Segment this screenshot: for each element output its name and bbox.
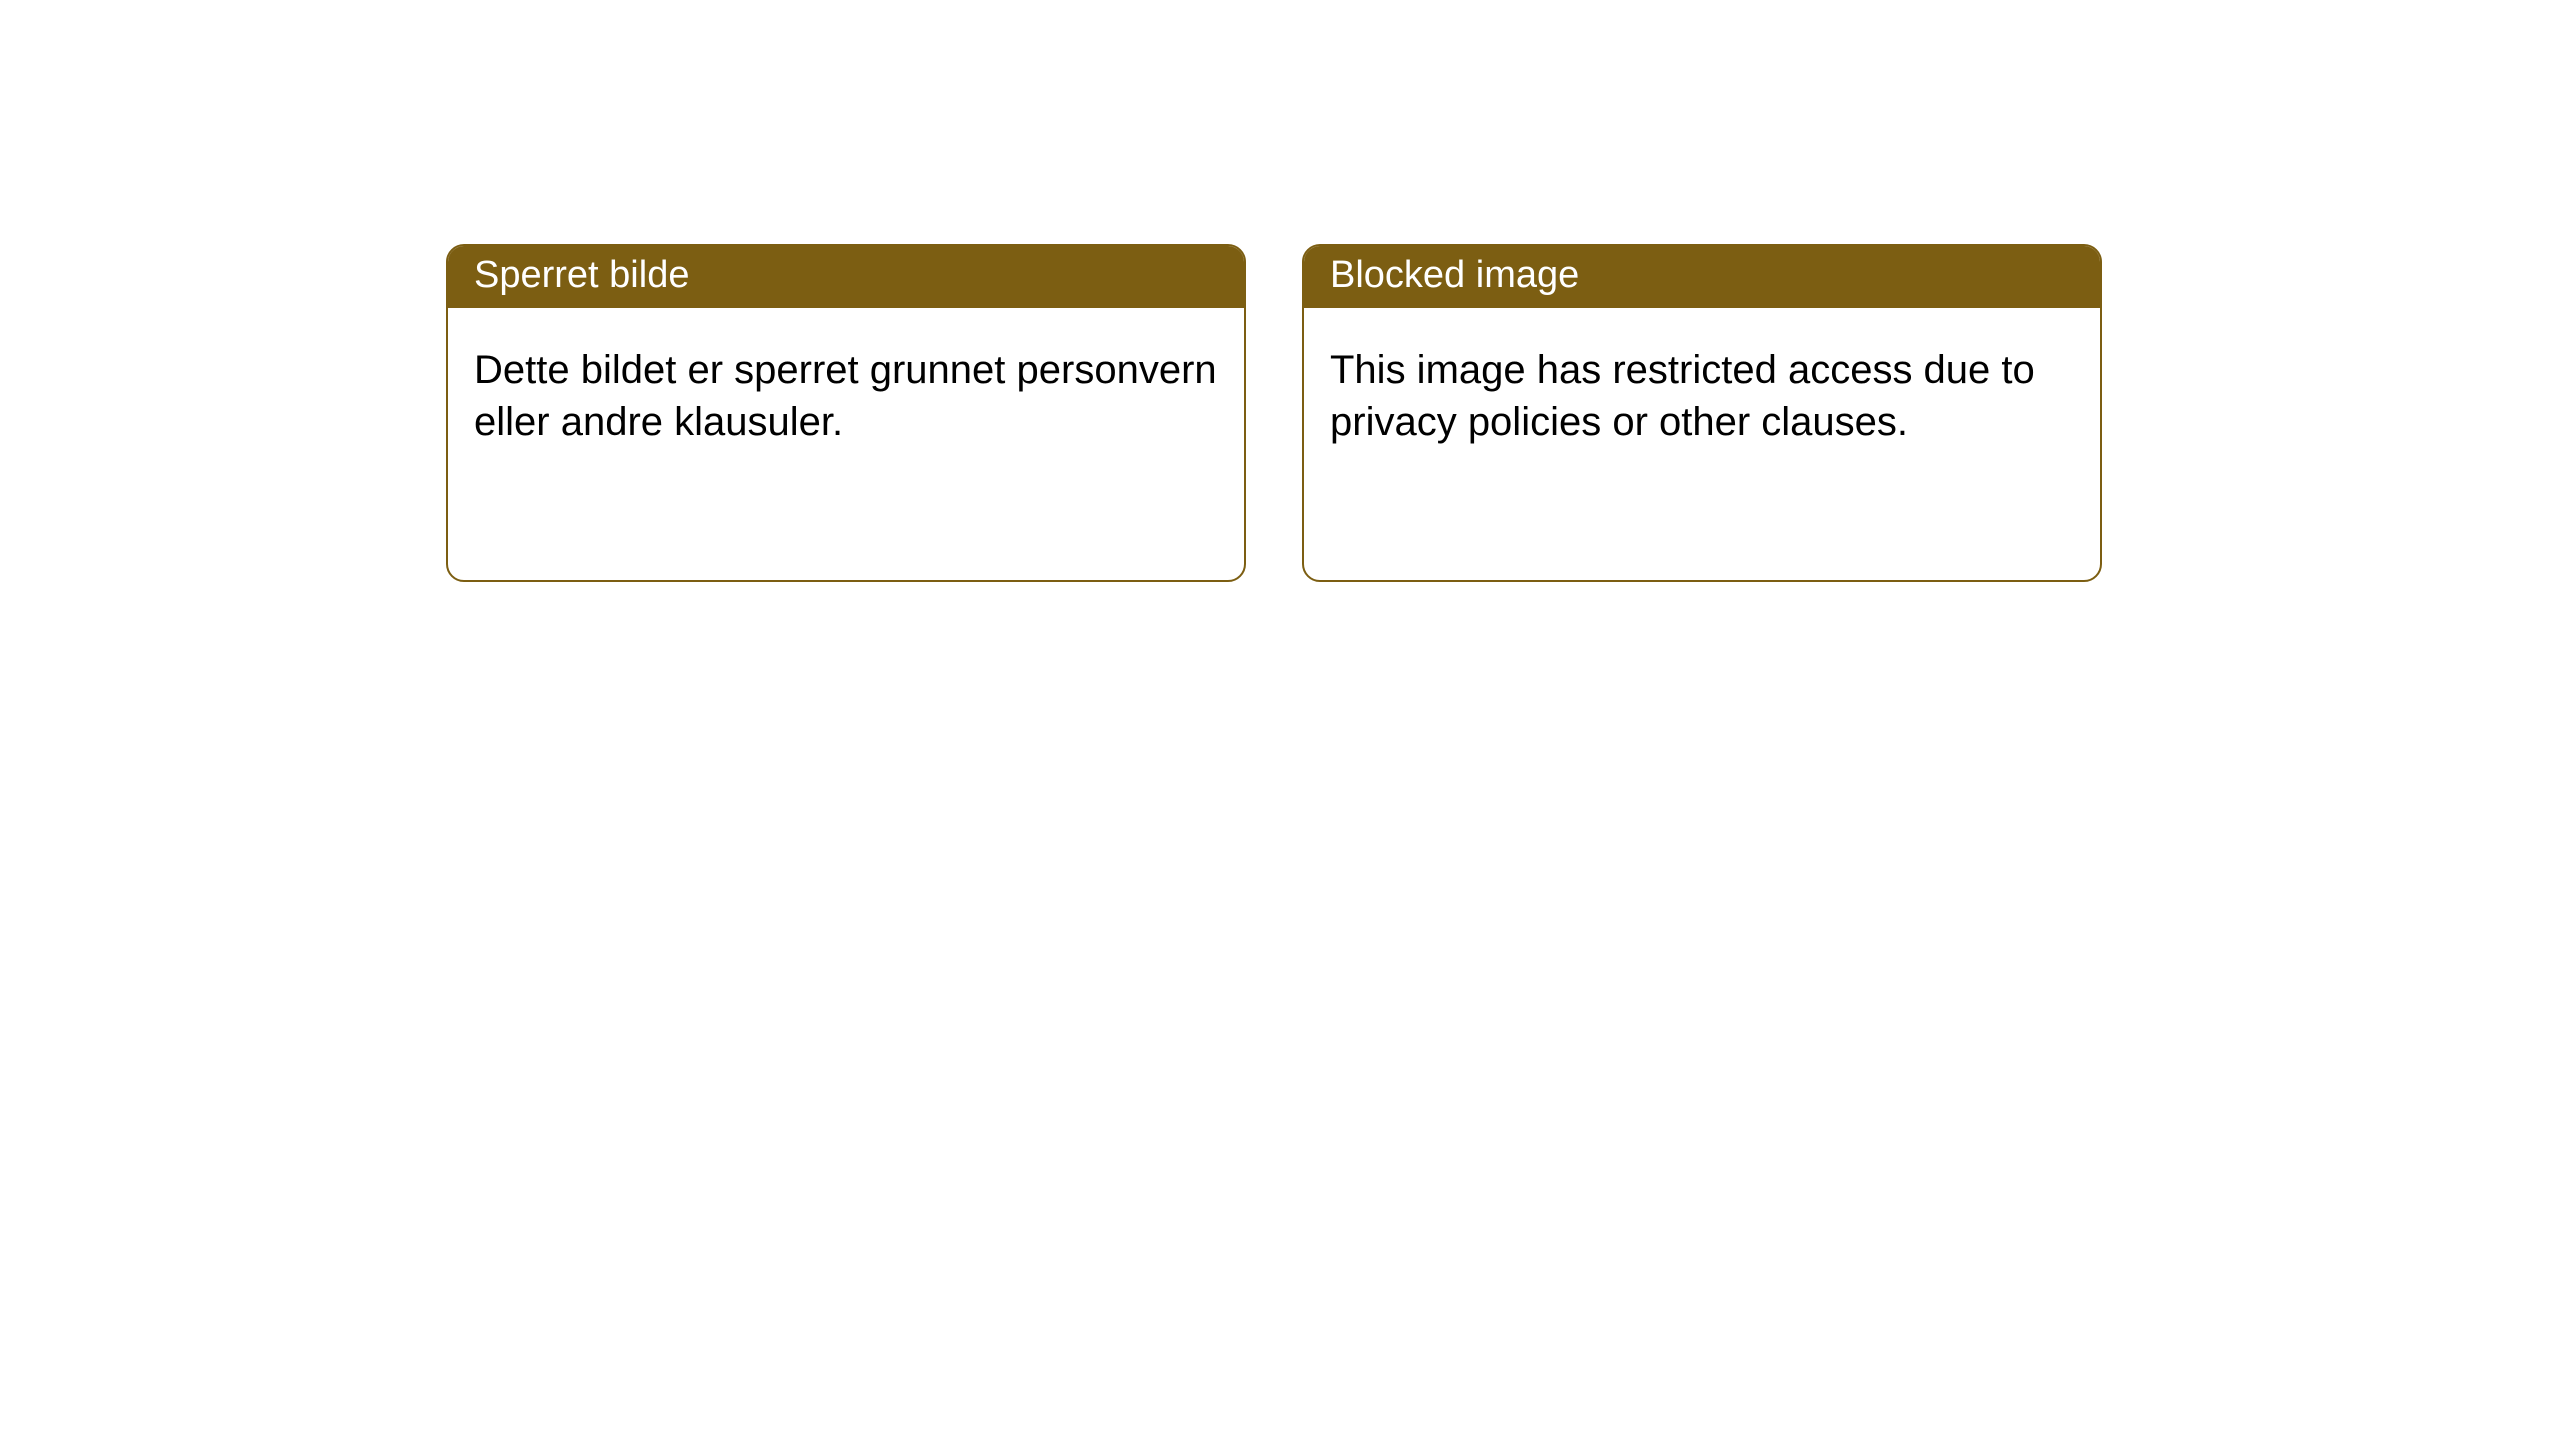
- card-message: This image has restricted access due to …: [1330, 344, 2074, 450]
- card-message: Dette bildet er sperret grunnet personve…: [474, 344, 1218, 450]
- card-body: This image has restricted access due to …: [1304, 308, 2100, 580]
- notice-card-english: Blocked image This image has restricted …: [1302, 244, 2102, 582]
- notice-cards-container: Sperret bilde Dette bildet er sperret gr…: [446, 244, 2102, 582]
- card-title: Sperret bilde: [474, 254, 689, 296]
- card-header: Blocked image: [1304, 246, 2100, 308]
- notice-card-norwegian: Sperret bilde Dette bildet er sperret gr…: [446, 244, 1246, 582]
- card-header: Sperret bilde: [448, 246, 1244, 308]
- card-body: Dette bildet er sperret grunnet personve…: [448, 308, 1244, 580]
- card-title: Blocked image: [1330, 254, 1579, 296]
